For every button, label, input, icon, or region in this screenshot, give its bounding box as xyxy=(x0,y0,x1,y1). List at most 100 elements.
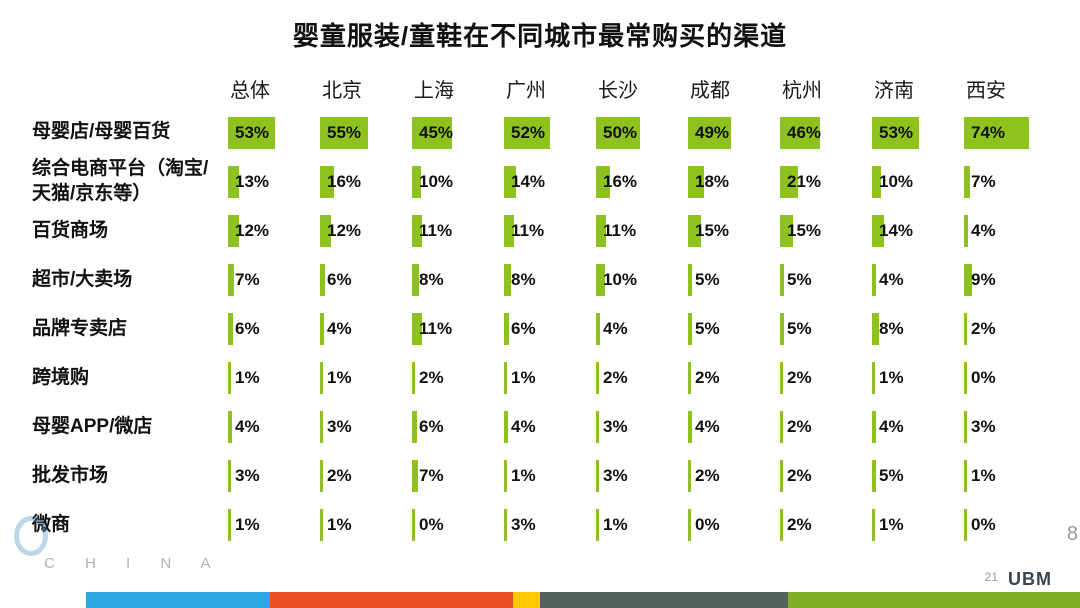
value-cell: 49% xyxy=(688,108,780,157)
value-cell: 0% xyxy=(964,353,1056,402)
value-label: 4% xyxy=(235,416,260,436)
value-bar xyxy=(872,165,881,198)
watermark-text: C H I N A xyxy=(44,555,224,572)
value-cell: 4% xyxy=(872,255,964,304)
value-cell: 2% xyxy=(320,451,412,500)
value-label: 4% xyxy=(971,220,996,240)
value-label: 1% xyxy=(327,514,352,534)
value-cell: 4% xyxy=(872,402,964,451)
value-label: 2% xyxy=(971,318,996,338)
value-cell: 55% xyxy=(320,108,412,157)
value-label: 14% xyxy=(879,220,914,240)
value-label: 0% xyxy=(971,367,996,387)
value-cell: 46% xyxy=(780,108,872,157)
value-cell: 6% xyxy=(320,255,412,304)
value-label: 0% xyxy=(971,514,996,534)
value-bar xyxy=(412,165,421,198)
value-cell: 50% xyxy=(596,108,688,157)
value-cell: 53% xyxy=(228,108,320,157)
value-cell: 5% xyxy=(780,255,872,304)
value-bar xyxy=(596,459,599,492)
grid-corner xyxy=(32,68,228,108)
value-bar xyxy=(504,410,508,443)
value-bar xyxy=(228,165,240,198)
column-header: 成都 xyxy=(690,79,730,102)
value-bar xyxy=(780,263,785,296)
value-cell: 5% xyxy=(872,451,964,500)
column-header: 济南 xyxy=(874,79,914,102)
value-bar xyxy=(780,459,783,492)
value-cell: 1% xyxy=(964,451,1056,500)
column-header: 总体 xyxy=(230,79,270,102)
value-bar xyxy=(228,116,275,149)
value-bar xyxy=(688,508,691,541)
value-bar xyxy=(596,508,599,541)
value-label: 6% xyxy=(419,416,444,436)
value-label: 2% xyxy=(419,367,444,387)
value-bar xyxy=(504,459,507,492)
value-cell: 2% xyxy=(780,500,872,549)
value-label: 1% xyxy=(327,367,352,387)
value-cell: 4% xyxy=(320,304,412,353)
value-cell: 11% xyxy=(412,206,504,255)
value-label: 4% xyxy=(879,269,904,289)
row-label: 综合电商平台（淘宝/天猫/京东等） xyxy=(32,158,209,204)
value-bar xyxy=(964,214,968,247)
value-label: 1% xyxy=(235,514,260,534)
value-label: 3% xyxy=(971,416,996,436)
value-bar xyxy=(872,116,919,149)
value-label: 2% xyxy=(787,465,812,485)
value-cell: 15% xyxy=(780,206,872,255)
value-label: 2% xyxy=(695,367,720,387)
value-bar xyxy=(504,214,514,247)
value-cell: 1% xyxy=(872,500,964,549)
value-label: 5% xyxy=(695,269,720,289)
value-bar xyxy=(872,263,876,296)
value-bar xyxy=(412,312,422,345)
value-cell: 2% xyxy=(780,451,872,500)
value-bar xyxy=(228,459,231,492)
value-bar xyxy=(320,312,324,345)
value-label: 3% xyxy=(603,465,628,485)
value-cell: 6% xyxy=(412,402,504,451)
value-bar xyxy=(596,116,640,149)
value-cell: 11% xyxy=(504,206,596,255)
strip-segment xyxy=(269,592,513,608)
value-label: 2% xyxy=(787,514,812,534)
value-cell: 3% xyxy=(596,451,688,500)
value-cell: 5% xyxy=(688,255,780,304)
value-cell: 10% xyxy=(596,255,688,304)
value-bar xyxy=(780,116,821,149)
strip-segment xyxy=(512,592,540,608)
value-cell: 52% xyxy=(504,108,596,157)
value-cell: 14% xyxy=(504,157,596,206)
value-cell: 2% xyxy=(596,353,688,402)
value-cell: 3% xyxy=(964,402,1056,451)
value-label: 4% xyxy=(511,416,536,436)
value-bar xyxy=(688,459,691,492)
value-label: 2% xyxy=(787,367,812,387)
value-cell: 1% xyxy=(228,353,320,402)
value-cell: 21% xyxy=(780,157,872,206)
value-bar xyxy=(412,459,419,492)
value-label: 11% xyxy=(419,220,453,240)
value-cell: 3% xyxy=(504,500,596,549)
value-bar xyxy=(228,508,231,541)
value-cell: 4% xyxy=(596,304,688,353)
value-bar xyxy=(320,263,326,296)
value-label: 74% xyxy=(971,122,1006,142)
value-bar xyxy=(596,361,599,394)
value-cell: 1% xyxy=(596,500,688,549)
value-cell: 11% xyxy=(596,206,688,255)
value-cell: 14% xyxy=(872,206,964,255)
value-bar xyxy=(872,214,885,247)
value-bar xyxy=(228,361,231,394)
footer-color-strip xyxy=(0,592,1080,608)
column-header: 北京 xyxy=(322,79,362,102)
value-cell: 7% xyxy=(228,255,320,304)
value-cell: 2% xyxy=(412,353,504,402)
value-label: 11% xyxy=(603,220,637,240)
value-label: 46% xyxy=(787,122,822,142)
row-label: 批发市场 xyxy=(32,464,109,486)
value-cell: 8% xyxy=(504,255,596,304)
